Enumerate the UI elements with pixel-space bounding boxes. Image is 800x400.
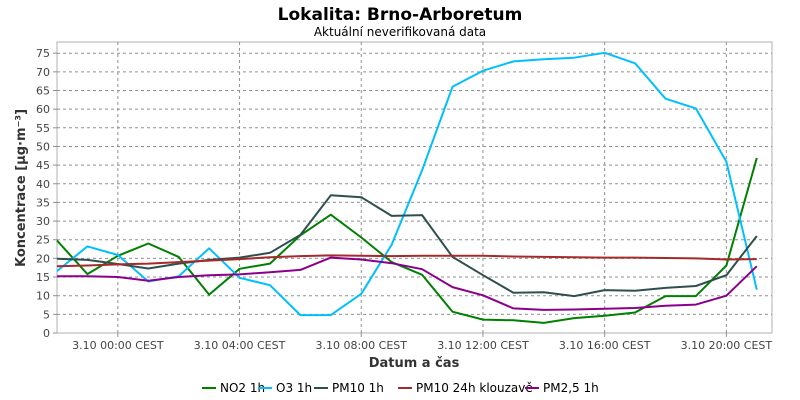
legend-label: NO2 1h <box>220 381 265 395</box>
y-tick-label: 10 <box>36 290 50 303</box>
x-tick-label: 3.10 12:00 CEST <box>437 339 529 352</box>
series-line-no2-1h <box>56 157 758 324</box>
x-tick-label: 3.10 00:00 CEST <box>72 339 164 352</box>
horizontal-gridlines <box>57 52 772 315</box>
y-tick-label: 50 <box>36 140 50 153</box>
legend: NO2 1h O3 1h PM10 1h PM10 24h klouzavě PM2,5… <box>202 381 599 395</box>
y-axis-ticks: 0 5 10 15 20 25 30 35 40 45 50 55 60 65 70 75 <box>36 47 57 340</box>
y-tick-label: 0 <box>43 327 50 340</box>
y-tick-label: 75 <box>36 47 50 60</box>
y-tick-label: 20 <box>36 252 50 265</box>
chart-title: Lokalita: Brno-Arboretum <box>278 5 523 25</box>
x-tick-label: 3.10 04:00 CEST <box>194 339 286 352</box>
y-tick-label: 5 <box>43 308 50 321</box>
x-tick-label: 3.10 20:00 CEST <box>681 339 773 352</box>
y-tick-label: 70 <box>36 66 50 79</box>
x-axis-label: Datum a čas <box>369 356 460 371</box>
y-tick-label: 15 <box>36 271 50 284</box>
legend-label: PM2,5 1h <box>543 381 599 395</box>
y-tick-label: 35 <box>36 196 50 209</box>
y-tick-label: 55 <box>36 122 50 135</box>
chart-subtitle: Aktuální neverifikovaná data <box>314 25 486 39</box>
x-tick-label: 3.10 08:00 CEST <box>315 339 407 352</box>
x-axis-ticks: 3.10 00:00 CEST 3.10 04:00 CEST 3.10 08:00… <box>72 333 772 352</box>
series-line-pm10-24h-klouzav- <box>56 254 757 268</box>
y-tick-label: 40 <box>36 178 50 191</box>
series-lines <box>56 51 758 324</box>
legend-label: O3 1h <box>276 381 312 395</box>
y-tick-label: 60 <box>36 103 50 116</box>
y-tick-label: 65 <box>36 85 50 98</box>
series-line-pm10-1h <box>56 194 758 298</box>
legend-label: PM10 24h klouzavě <box>416 381 533 395</box>
x-tick-label: 3.10 16:00 CEST <box>559 339 651 352</box>
series-line-pm2-5-1h <box>57 256 758 311</box>
y-tick-label: 30 <box>36 215 50 228</box>
y-tick-label: 45 <box>36 159 50 172</box>
y-axis-label: Koncentrace [µg·m⁻³] <box>14 109 29 267</box>
legend-label: PM10 1h <box>332 381 384 395</box>
y-tick-label: 25 <box>36 234 50 247</box>
